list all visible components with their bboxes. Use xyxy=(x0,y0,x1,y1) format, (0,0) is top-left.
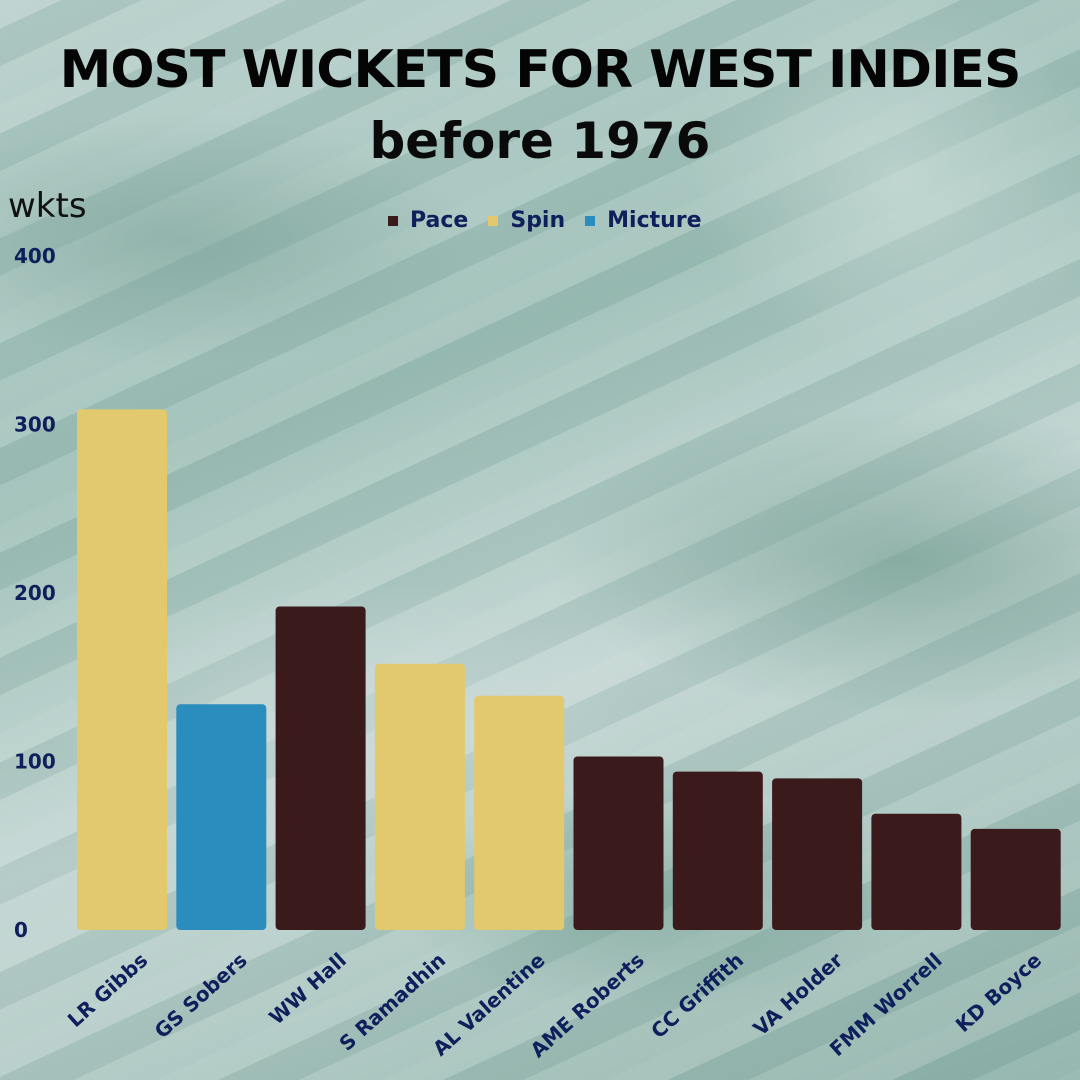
bar xyxy=(474,695,565,930)
y-tick-label: 400 xyxy=(14,244,56,268)
x-tick-label: CC Griffith xyxy=(646,948,748,1043)
bar xyxy=(672,771,763,930)
legend-swatch-mixture xyxy=(585,215,596,226)
x-tick-label: GS Sobers xyxy=(150,948,252,1043)
x-tick-label: WW Hall xyxy=(264,948,351,1029)
legend-label-spin: Spin xyxy=(510,208,566,233)
y-tick-label: 100 xyxy=(14,750,56,774)
legend-label-pace: Pace xyxy=(410,208,469,233)
legend-swatch-spin xyxy=(488,215,499,226)
bars xyxy=(77,409,1061,931)
y-tick-label: 200 xyxy=(14,581,56,605)
legend-item-pace: Pace xyxy=(388,208,468,233)
y-tick-label: 0 xyxy=(14,918,28,942)
legend-swatch-pace xyxy=(388,215,398,226)
y-axis-label: wkts xyxy=(8,186,87,226)
x-tick-label: LR Gibbs xyxy=(63,948,153,1032)
chart-title: MOST WICKETS FOR WEST INDIES xyxy=(59,40,1022,100)
legend-label-mixture: Micture xyxy=(607,208,702,233)
y-axis-ticks: 0 100 200 300 400 xyxy=(14,244,56,942)
chart-subtitle: before 1976 xyxy=(369,112,711,170)
bar xyxy=(77,409,167,931)
x-tick-label: KD Boyce xyxy=(951,948,1046,1037)
x-tick-label: VA Holder xyxy=(748,948,847,1041)
bar xyxy=(772,778,863,930)
bar xyxy=(275,606,366,930)
legend-item-spin: Spin xyxy=(488,208,565,233)
bar xyxy=(871,813,962,930)
bar xyxy=(374,663,465,930)
y-tick-label: 300 xyxy=(14,413,56,437)
bar xyxy=(176,704,267,930)
legend-item-mixture: Micture xyxy=(585,208,702,233)
bar xyxy=(573,756,664,930)
bar xyxy=(970,828,1061,930)
legend: Pace Spin Micture xyxy=(388,208,702,233)
